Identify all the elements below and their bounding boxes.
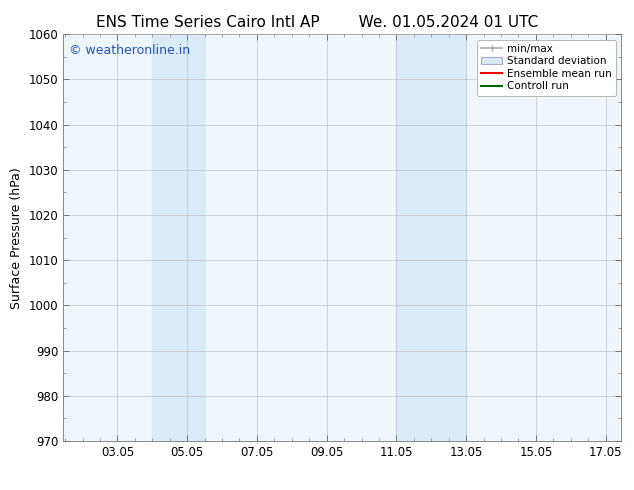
Text: ENS Time Series Cairo Intl AP        We. 01.05.2024 01 UTC: ENS Time Series Cairo Intl AP We. 01.05.… [96,15,538,30]
Text: © weatheronline.in: © weatheronline.in [69,45,190,57]
Bar [152,34,205,441]
Y-axis label: Surface Pressure (hPa): Surface Pressure (hPa) [10,167,23,309]
Legend: min/max, Standard deviation, Ensemble mean run, Controll run: min/max, Standard deviation, Ensemble me… [477,40,616,96]
Bar [396,34,466,441]
